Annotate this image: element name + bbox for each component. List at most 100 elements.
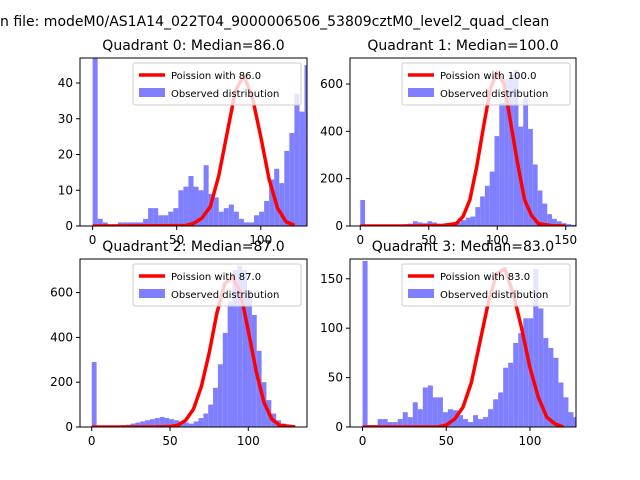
hist-bar <box>355 215 360 226</box>
hist-bar <box>188 423 194 427</box>
legend-label-poisson: Poission with 87.0 <box>171 272 261 283</box>
hist-bar <box>499 102 505 226</box>
x-tick-label: 0 <box>88 434 96 448</box>
hist-bar <box>552 218 557 226</box>
subplot-title: Quadrant 2: Median=87.0 <box>102 239 284 255</box>
hist-bar <box>508 74 514 226</box>
hist-bar <box>163 215 169 226</box>
hist-bar <box>304 65 307 226</box>
hist-bar <box>484 185 490 226</box>
chart-quadrant-1: 0 50 100 150 0 200 400 600 Quadrant 1: Median=10… <box>320 38 577 247</box>
y-tick-label: 0 <box>65 219 73 233</box>
hist-bar <box>310 90 315 226</box>
legend-box <box>132 263 302 307</box>
hist-bar <box>218 211 224 226</box>
hist-bar <box>198 190 204 226</box>
hist-bar <box>254 215 260 226</box>
hist-bar <box>247 290 252 427</box>
hist-bar <box>97 218 103 226</box>
hist-bar <box>279 183 285 226</box>
hist-bar <box>392 422 398 427</box>
hist-bar <box>223 208 229 226</box>
hist-bar <box>417 409 423 427</box>
hist-bar <box>437 397 443 427</box>
hist-bar <box>203 165 209 226</box>
hist-bar <box>483 417 489 427</box>
hist-bar <box>148 208 154 226</box>
legend-hist-swatch <box>139 289 165 298</box>
hist-bar <box>465 217 471 226</box>
hist-bar <box>547 214 553 226</box>
hist-bar <box>208 193 214 226</box>
hist-bar <box>158 215 164 226</box>
hist-bar <box>523 98 529 226</box>
hist-bar <box>508 362 514 427</box>
hist-bar <box>315 112 320 226</box>
legend-label-observed: Observed distribution <box>440 290 548 301</box>
hist-bar <box>169 419 175 427</box>
x-tick-label: 50 <box>162 434 177 448</box>
hist-bar <box>217 364 223 427</box>
hist-bar <box>494 136 500 226</box>
hist-bar <box>543 338 549 427</box>
axes-frame <box>79 258 308 428</box>
hist-bar <box>248 222 255 226</box>
hist-bar <box>382 419 388 427</box>
hist-bar <box>154 418 160 427</box>
hist-bar <box>140 421 146 427</box>
y-tick-label: 50 <box>328 371 343 385</box>
hist-bar <box>238 218 244 226</box>
hist-bar <box>360 199 366 226</box>
x-tick-label: 100 <box>237 434 260 448</box>
chart-quadrant-0: 0 50 100 0 10 20 30 40 Quadrant 0: Median=86.0 Po… <box>58 38 360 247</box>
hist-bar <box>208 404 214 427</box>
y-tick-label: 0 <box>335 219 343 233</box>
legend-hist-swatch <box>408 289 434 298</box>
y-tick-label: 600 <box>320 77 343 91</box>
figure-suptitle: n file: modeM0/AS1A14_022T04_9000006506_… <box>0 14 549 30</box>
hist-bar <box>558 382 564 427</box>
hist-bar <box>542 203 548 226</box>
hist-bar <box>299 111 305 226</box>
y-tick-label: 200 <box>320 172 343 186</box>
hist-bar <box>538 308 544 427</box>
hist-bar <box>198 418 204 427</box>
y-tick-label: 150 <box>320 272 343 286</box>
y-tick-label: 600 <box>50 286 73 300</box>
legend-label-observed: Observed distribution <box>171 89 279 100</box>
hist-bar <box>92 58 98 226</box>
hist-bar <box>566 224 572 226</box>
hist-bar <box>153 208 159 226</box>
hist-bar <box>227 301 233 427</box>
hist-bar <box>548 347 554 427</box>
y-tick-label: 100 <box>320 321 343 335</box>
hist-bar <box>183 186 189 226</box>
x-tick-label: 0 <box>359 434 367 448</box>
hist-bar <box>228 204 234 226</box>
x-tick-label: 0 <box>89 233 97 247</box>
legend-label-poisson: Poission with 86.0 <box>171 71 261 82</box>
hist-bar <box>498 392 504 427</box>
hist-bar <box>447 409 453 427</box>
hist-bar <box>159 416 165 427</box>
y-tick-label: 10 <box>58 183 73 197</box>
x-tick-label: 100 <box>249 233 272 247</box>
hist-bar <box>556 221 562 226</box>
hist-bar <box>504 79 509 226</box>
hist-bar <box>563 397 569 427</box>
x-tick-label: 150 <box>554 233 577 247</box>
hist-bar <box>284 150 290 226</box>
hist-bar <box>456 222 461 226</box>
hist-bar <box>489 171 495 226</box>
hist-bar <box>523 318 529 427</box>
hist-bar <box>203 413 209 427</box>
legend-label-poisson: Poission with 100.0 <box>440 71 536 82</box>
hist-bar <box>460 220 466 226</box>
y-tick-label: 40 <box>58 76 73 90</box>
x-tick-label: 0 <box>356 233 364 247</box>
hist-bar <box>222 332 228 427</box>
hist-bar <box>412 402 418 427</box>
hist-bar <box>407 417 413 427</box>
y-tick-label: 200 <box>50 375 73 389</box>
hist-bar <box>345 201 350 226</box>
